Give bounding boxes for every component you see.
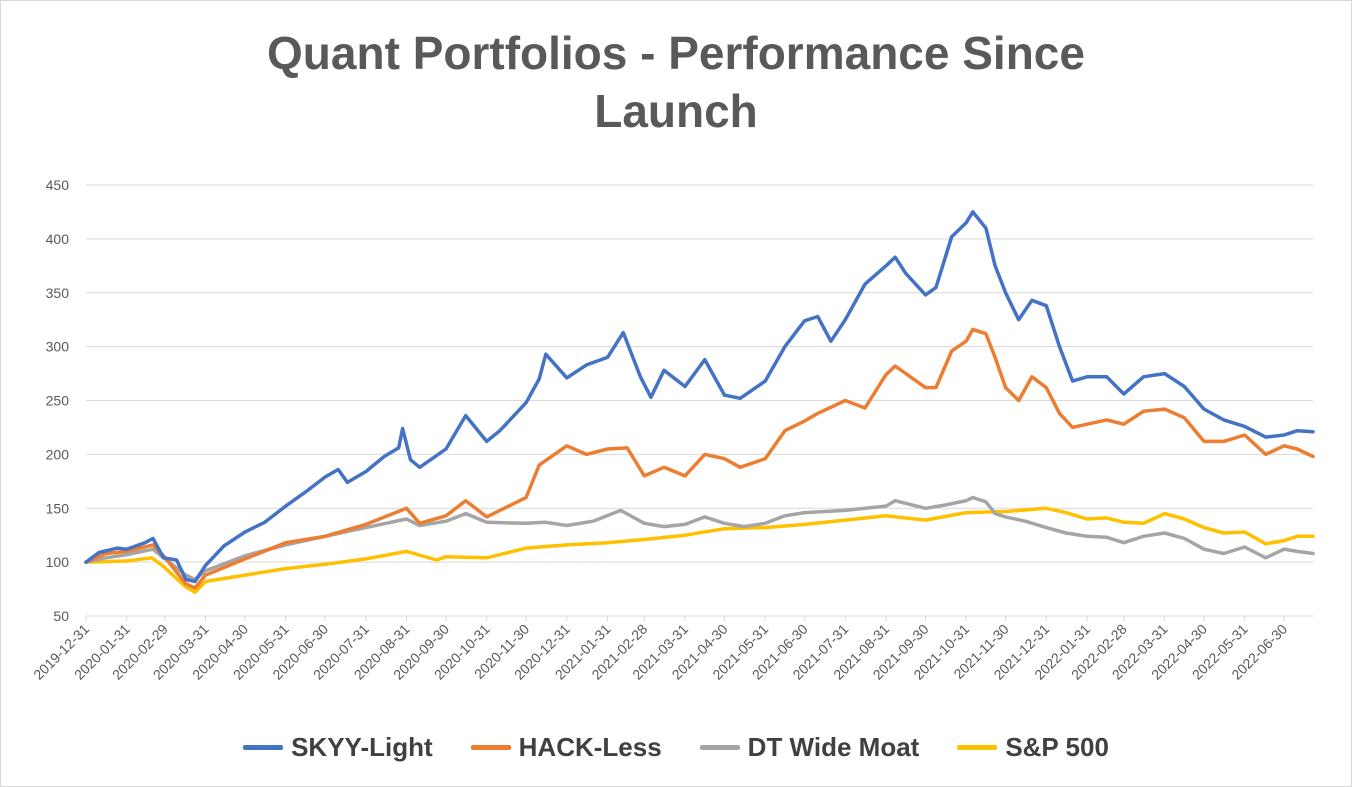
y-tick-label: 100 bbox=[46, 554, 70, 570]
legend-label: S&P 500 bbox=[1005, 731, 1109, 762]
y-tick-label: 300 bbox=[46, 339, 70, 355]
legend-item: HACK-Less bbox=[470, 731, 662, 763]
y-tick-label: 200 bbox=[46, 446, 70, 462]
y-tick-label: 50 bbox=[53, 608, 69, 624]
legend-swatch bbox=[243, 744, 284, 750]
legend-label: DT Wide Moat bbox=[747, 731, 920, 762]
y-tick-label: 450 bbox=[46, 177, 70, 193]
series-line-hack-less bbox=[84, 327, 1315, 590]
chart-legend: SKYY-Light HACK-Less DT Wide Moat S&P 500 bbox=[0, 727, 1352, 767]
legend-swatch bbox=[470, 744, 511, 750]
legend-label: HACK-Less bbox=[518, 731, 662, 762]
y-tick-label: 350 bbox=[46, 285, 70, 301]
series-line-skyy-light bbox=[84, 210, 1315, 584]
legend-swatch bbox=[957, 744, 998, 750]
legend-item: DT Wide Moat bbox=[699, 731, 920, 763]
legend-label: SKYY-Light bbox=[291, 731, 433, 762]
chart-title-line-1: Quant Portfolios - Performance Since bbox=[267, 27, 1085, 79]
y-tick-label: 250 bbox=[46, 393, 70, 409]
legend-item: SKYY-Light bbox=[243, 732, 433, 763]
y-tick-label: 150 bbox=[46, 500, 70, 516]
y-tick-label: 400 bbox=[46, 231, 70, 247]
series-line-s-p-500 bbox=[84, 506, 1315, 595]
legend-item: S&P 500 bbox=[957, 732, 1109, 763]
series-line-dt-wide-moat bbox=[84, 495, 1315, 582]
chart-title-line-2: Launch bbox=[594, 85, 758, 137]
chart-title: Quant Portfolios - Performance Since Lau… bbox=[0, 24, 1352, 140]
legend-swatch bbox=[699, 744, 740, 750]
